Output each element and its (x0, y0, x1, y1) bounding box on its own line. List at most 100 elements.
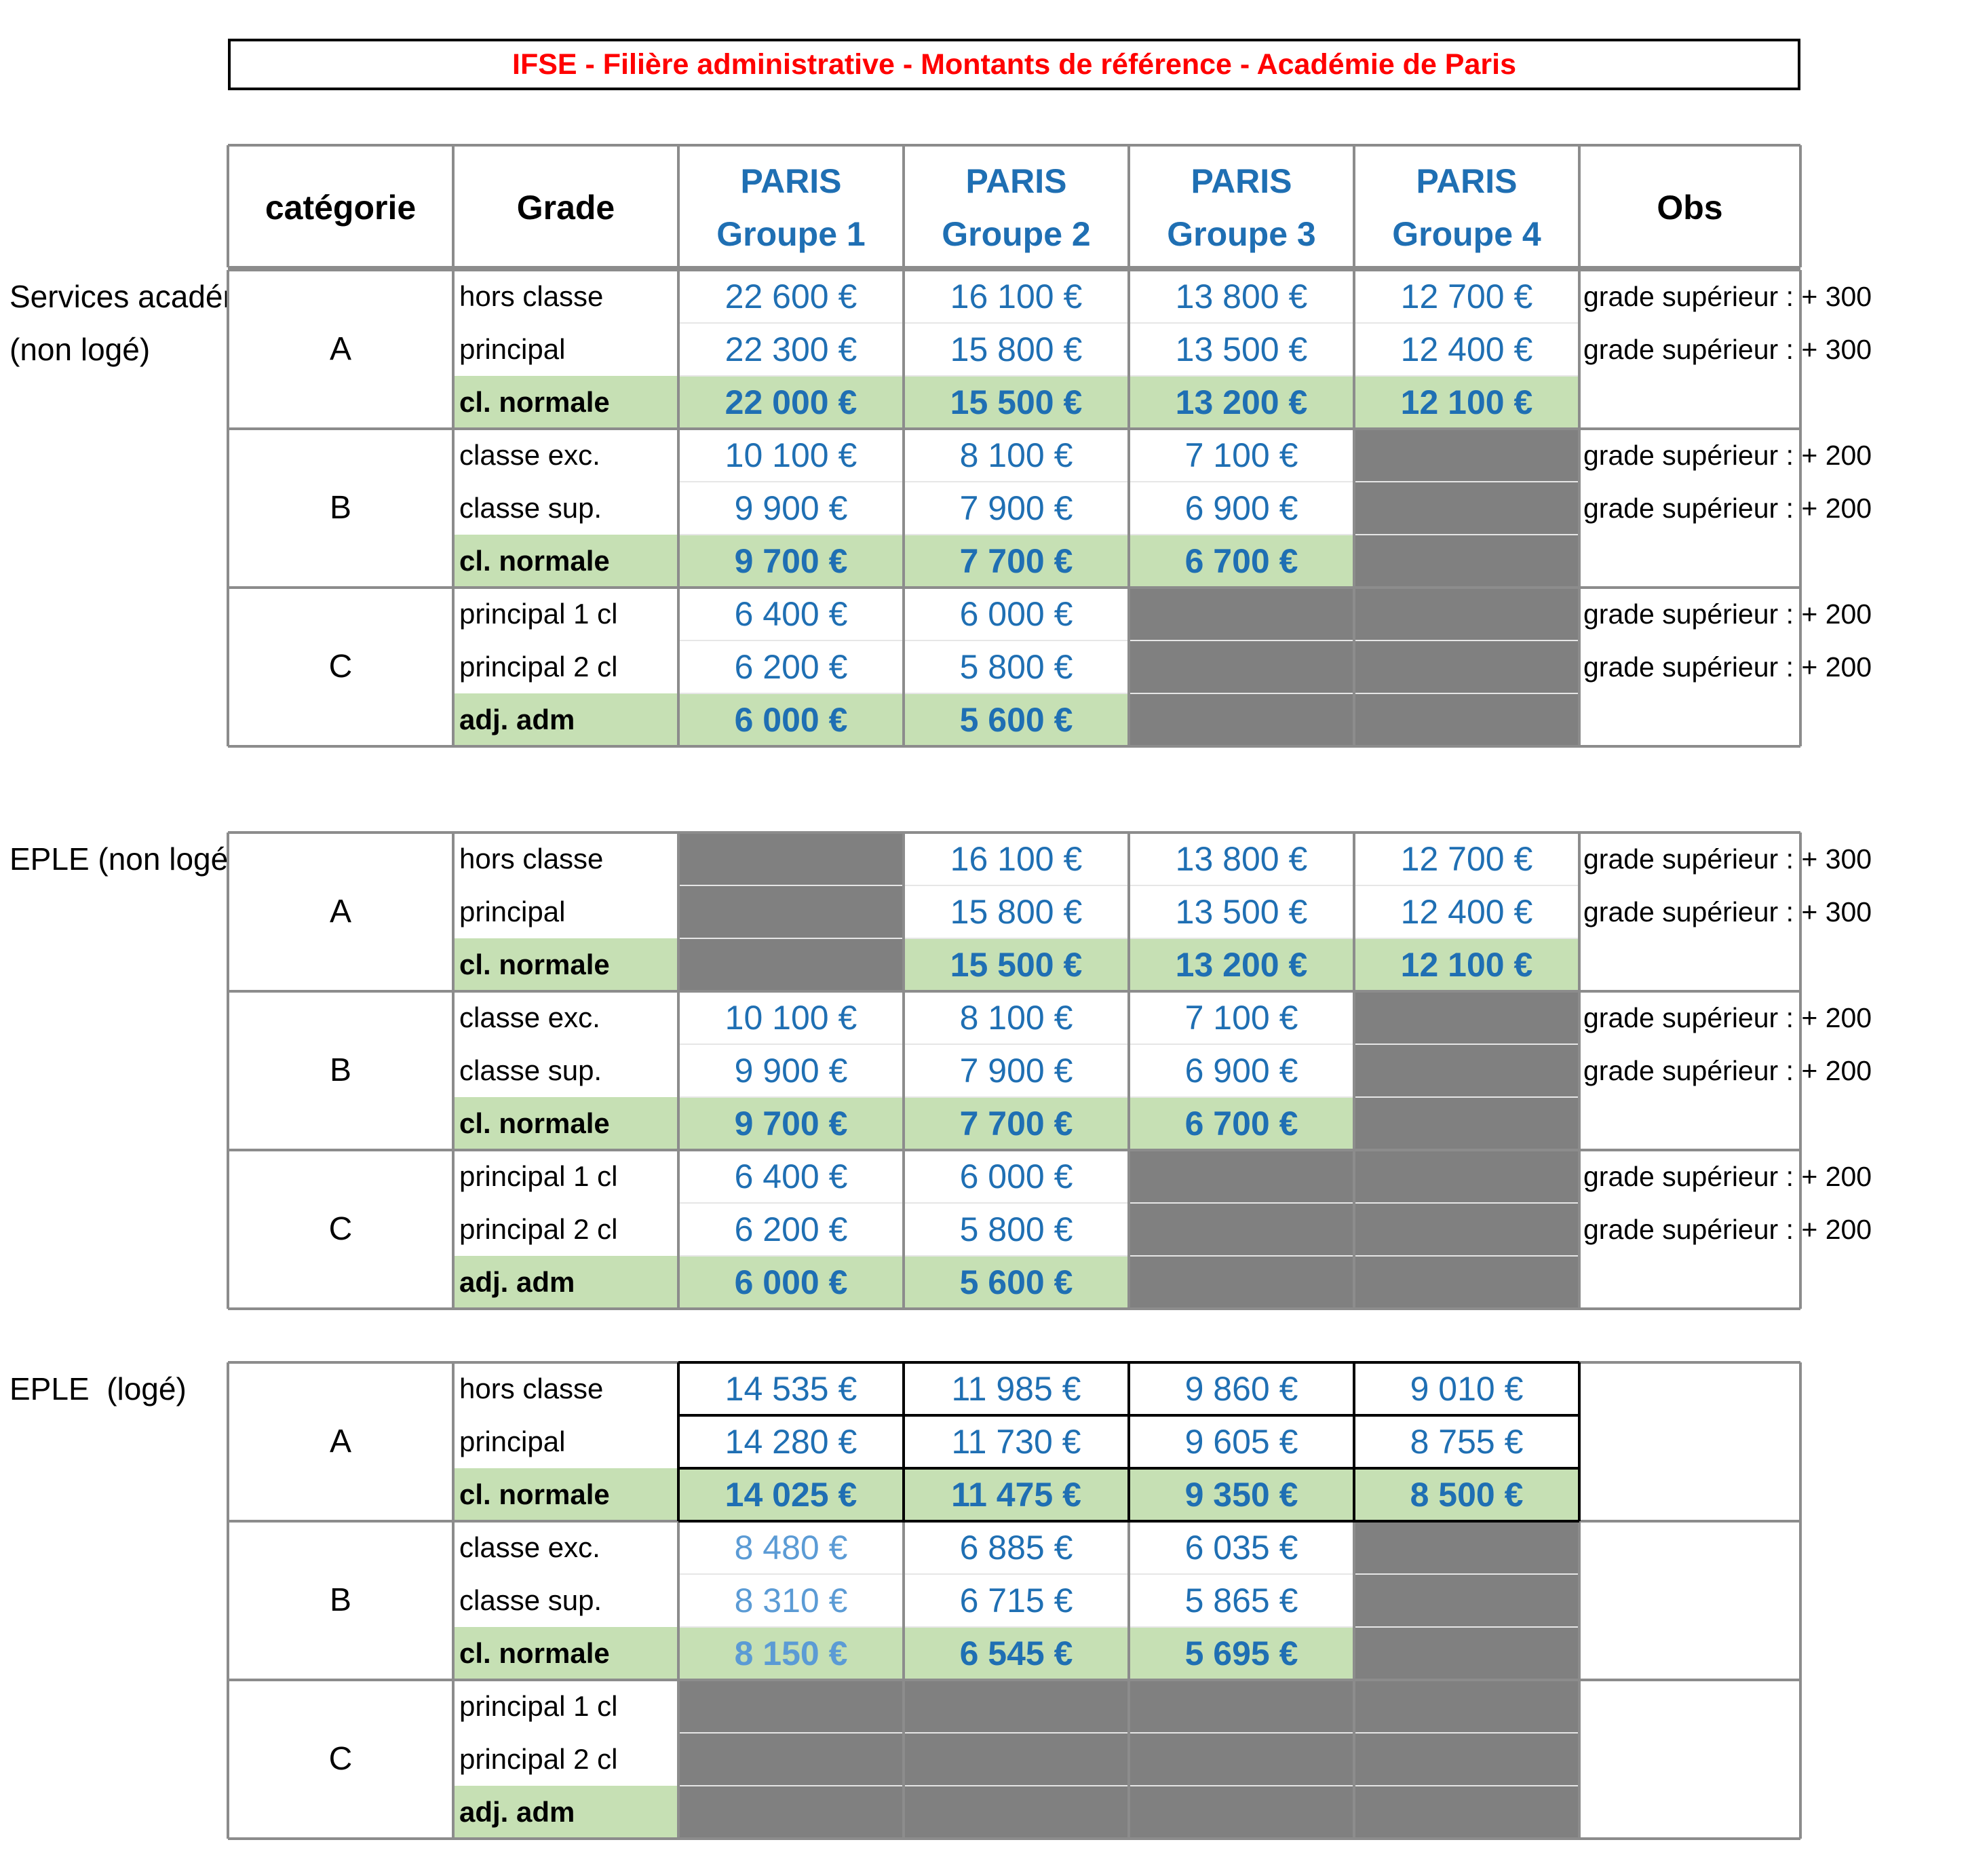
highlight-grade-cell (453, 938, 678, 991)
empty-cell (1354, 693, 1579, 746)
obs-note: grade supérieur : + 200 (1583, 651, 1872, 683)
empty-cell (1354, 1044, 1579, 1097)
highlight-cell (904, 1468, 1129, 1521)
empty-cell (1354, 640, 1579, 693)
empty-cell (1354, 1627, 1579, 1680)
category-b: B (329, 490, 351, 526)
value-eple-loge-b-r2-g2: 6 715 € (959, 1582, 1073, 1620)
title-text: IFSE - Filière administrative - Montants… (512, 47, 1516, 81)
value-services-b-r1-g2: 8 100 € (959, 436, 1073, 474)
value-services-c-r1-g1: 6 400 € (734, 595, 848, 633)
highlight-cell (904, 938, 1129, 991)
empty-cell (1129, 1256, 1354, 1309)
highlight-grade-cell (453, 1468, 678, 1521)
header-grade: Grade (516, 189, 615, 227)
value-services-a-r3-g3: 13 200 € (1175, 383, 1308, 421)
section-label-services-sub: (non logé) (9, 332, 151, 367)
value-eple-loge-b-r3-g2: 6 545 € (959, 1634, 1073, 1672)
section-label-services: Services académ (9, 279, 227, 314)
value-eple-non-loge-c-r2-g2: 5 800 € (959, 1210, 1073, 1248)
highlight-cell (678, 376, 904, 429)
category-a: A (329, 894, 351, 930)
empty-cell (1354, 991, 1579, 1044)
grade-label: principal 1 cl (459, 598, 618, 630)
highlight-cell (1354, 376, 1579, 429)
empty-cell (1129, 693, 1354, 746)
value-eple-non-loge-b-r1-g3: 7 100 € (1184, 999, 1298, 1037)
value-services-c-r3-g2: 5 600 € (959, 701, 1073, 739)
value-eple-non-loge-c-r1-g1: 6 400 € (734, 1157, 848, 1195)
value-eple-non-loge-a-r1-g3: 13 800 € (1175, 840, 1308, 878)
empty-cell (678, 1733, 904, 1786)
header-group-4-line1: PARIS (1416, 162, 1518, 200)
grade-label: principal 2 cl (459, 1213, 618, 1245)
grade-label: principal 2 cl (459, 651, 618, 683)
value-eple-non-loge-a-r2-g3: 13 500 € (1175, 893, 1308, 931)
page-title: IFSE - Filière administrative - Montants… (228, 39, 1800, 90)
highlight-cell (904, 1627, 1129, 1680)
highlight-cell (1354, 938, 1579, 991)
empty-cell (904, 1733, 1129, 1786)
value-eple-non-loge-b-r3-g1: 9 700 € (734, 1105, 848, 1143)
grade-label: principal 1 cl (459, 1690, 618, 1722)
value-eple-non-loge-a-r3-g3: 13 200 € (1175, 946, 1308, 984)
value-services-b-r1-g3: 7 100 € (1184, 436, 1298, 474)
grade-label: classe exc. (459, 439, 600, 471)
value-services-b-r2-g2: 7 900 € (959, 489, 1073, 527)
value-services-a-r2-g2: 15 800 € (950, 330, 1083, 368)
value-eple-non-loge-b-r1-g2: 8 100 € (959, 999, 1073, 1037)
empty-cell (1129, 1680, 1354, 1733)
value-services-a-r3-g4: 12 100 € (1400, 383, 1533, 421)
value-eple-loge-a-r3-g1: 14 025 € (725, 1476, 857, 1514)
value-services-c-r2-g1: 6 200 € (734, 648, 848, 686)
category-c: C (328, 1211, 353, 1247)
value-eple-loge-b-r1-g2: 6 885 € (959, 1529, 1073, 1567)
empty-cell (1129, 1786, 1354, 1839)
empty-cell (904, 1680, 1129, 1733)
value-services-c-r3-g1: 6 000 € (734, 701, 848, 739)
value-eple-loge-a-r2-g2: 11 730 € (951, 1423, 1081, 1461)
obs-note: grade supérieur : + 200 (1583, 440, 1872, 471)
empty-cell (678, 1680, 904, 1733)
obs-note: grade supérieur : + 300 (1583, 843, 1872, 875)
highlight-cell (1129, 1097, 1354, 1150)
empty-cell (1354, 1150, 1579, 1203)
grade-label: principal 2 cl (459, 1743, 618, 1775)
value-services-a-r1-g4: 12 700 € (1400, 277, 1533, 315)
value-eple-loge-a-r1-g4: 9 010 € (1410, 1370, 1524, 1408)
obs-note: grade supérieur : + 200 (1583, 493, 1872, 524)
obs-note: grade supérieur : + 300 (1583, 281, 1872, 312)
value-services-a-r2-g4: 12 400 € (1400, 330, 1533, 368)
value-eple-loge-a-r1-g3: 9 860 € (1184, 1370, 1298, 1408)
empty-cell (678, 885, 904, 938)
header-group-3-line1: PARIS (1191, 162, 1292, 200)
header-group-3-line2: Groupe 3 (1167, 215, 1316, 253)
category-a: A (329, 1423, 351, 1459)
highlight-grade-cell (453, 535, 678, 588)
value-eple-non-loge-b-r2-g3: 6 900 € (1184, 1052, 1298, 1090)
grade-label: classe sup. (459, 492, 602, 524)
grade-label: adj. adm (459, 1266, 575, 1298)
empty-cell (1354, 1733, 1579, 1786)
value-services-a-r2-g3: 13 500 € (1175, 330, 1308, 368)
empty-cell (1129, 1150, 1354, 1203)
empty-cell (1354, 429, 1579, 482)
highlight-grade-cell (453, 1627, 678, 1680)
empty-cell (1354, 1097, 1579, 1150)
value-services-b-r1-g1: 10 100 € (725, 436, 857, 474)
highlight-cell (904, 693, 1129, 746)
value-eple-loge-a-r2-g3: 9 605 € (1184, 1423, 1298, 1461)
header-group-1-line2: Groupe 1 (716, 215, 866, 253)
empty-cell (1354, 588, 1579, 640)
empty-cell (1354, 1680, 1579, 1733)
category-a: A (329, 331, 351, 367)
empty-cell (1354, 535, 1579, 588)
grade-label: classe sup. (459, 1054, 602, 1086)
highlight-cell (904, 1256, 1129, 1309)
value-eple-non-loge-c-r3-g1: 6 000 € (734, 1263, 848, 1301)
highlight-grade-cell (453, 1786, 678, 1839)
value-eple-loge-a-r2-g1: 14 280 € (725, 1423, 857, 1461)
obs-note: grade supérieur : + 300 (1583, 334, 1872, 365)
empty-cell (678, 832, 904, 885)
